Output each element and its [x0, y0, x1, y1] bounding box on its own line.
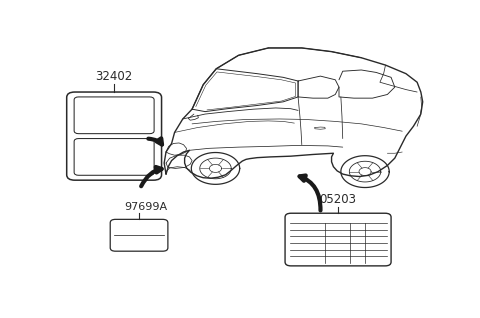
FancyBboxPatch shape	[74, 139, 154, 175]
FancyBboxPatch shape	[110, 219, 168, 251]
FancyBboxPatch shape	[285, 213, 391, 266]
FancyBboxPatch shape	[74, 97, 154, 134]
Text: 05203: 05203	[320, 193, 357, 206]
Text: 32402: 32402	[96, 71, 133, 83]
Text: 97699A: 97699A	[124, 202, 168, 212]
FancyBboxPatch shape	[67, 92, 162, 180]
